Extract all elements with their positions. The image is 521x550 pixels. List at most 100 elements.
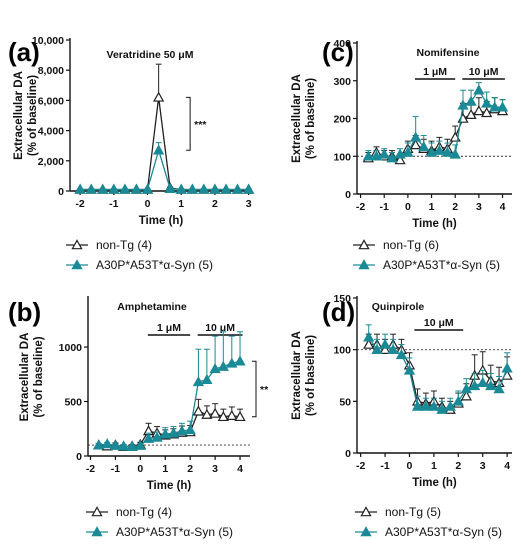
y-tick-label: 2,000: [38, 156, 64, 168]
legend: non-Tg (4) A30P*A53T*α-Syn (5): [86, 505, 233, 539]
data-point: [220, 183, 232, 194]
legend-label: non-Tg (4): [116, 505, 172, 519]
treatment-annotation: Quinpirole: [372, 301, 425, 313]
panel-label: (b): [8, 297, 41, 327]
data-point: [209, 183, 221, 194]
dose-label: 10 μM: [205, 322, 235, 334]
x-tick-label: 4: [500, 201, 506, 213]
data-point: [386, 152, 398, 163]
data-point: [378, 148, 390, 159]
y-tick-label: 100: [333, 151, 351, 163]
data-point: [134, 439, 146, 450]
data-point: [436, 403, 448, 414]
data-point: [496, 101, 509, 112]
data-point: [403, 364, 416, 375]
data-point: [410, 131, 422, 142]
y-axis-title-line: (% of baseline): [27, 75, 39, 156]
chart-panel-c: (c) 0 100 200 300 400 -2 -1 0 1 2 3 4 Time (h) Extrace…: [291, 37, 512, 272]
data-point: [118, 440, 130, 451]
panel-label: (d): [322, 297, 355, 327]
data-point: [481, 107, 493, 118]
legend-label: A30P*A53T*α-Syn (5): [116, 525, 233, 539]
legend-label: A30P*A53T*α-Syn (5): [385, 525, 502, 539]
legend-marker-open: [91, 506, 103, 517]
data-point: [93, 439, 105, 450]
data-point: [395, 348, 408, 360]
x-tick-label: 4: [504, 460, 510, 472]
dose-label: 10 μM: [469, 66, 499, 78]
y-axis-title: Extracellular DA (% of baseline): [13, 71, 39, 160]
data-point: [234, 410, 246, 422]
y-tick-label: 10,000: [32, 35, 64, 47]
y-axis-title-line: (% of baseline): [33, 336, 45, 417]
data-point: [243, 183, 255, 194]
data-point: [198, 183, 210, 194]
data-point: [449, 148, 461, 159]
x-tick-label: 3: [476, 201, 482, 213]
y-axis-title: Extracellular DA (% of baseline): [291, 331, 317, 420]
y-tick-label: 50: [339, 396, 351, 408]
x-tick-label: 0: [137, 463, 143, 475]
treatment-annotation: Veratridine 50 μM: [107, 49, 194, 61]
y-tick-label: 8,000: [38, 65, 64, 77]
data-point: [231, 183, 244, 194]
y-tick-label: 500: [64, 397, 82, 409]
panel-label: (a): [8, 37, 40, 67]
data-point: [469, 379, 481, 391]
significance-stars: **: [260, 384, 269, 396]
data-point: [473, 105, 485, 116]
x-tick-label: 0: [405, 201, 411, 213]
legend-label: A30P*A53T*α-Syn (5): [96, 258, 213, 272]
data-point: [201, 373, 213, 385]
data-point: [444, 400, 456, 411]
data-point: [501, 362, 513, 373]
data-point: [186, 183, 198, 194]
data-point: [379, 343, 391, 354]
data-point: [428, 400, 440, 411]
data-point: [394, 154, 406, 165]
significance-stars: ***: [194, 119, 207, 131]
y-tick-label: 0: [345, 189, 351, 201]
data-point: [209, 362, 221, 374]
data-point: [217, 360, 229, 371]
chart-panel-b: (b) 0 500 1000 -2 -1 0 1 2 3 4 Time (h) Extracellula…: [8, 296, 269, 539]
x-tick-label: 0: [407, 460, 413, 472]
data-point: [379, 338, 391, 349]
x-axis-title: Time (h): [147, 480, 192, 492]
x-tick-label: 4: [237, 463, 243, 475]
data-point: [176, 425, 188, 436]
x-axis-title: Time (h): [412, 218, 457, 230]
data-point: [159, 428, 171, 439]
data-point: [460, 390, 472, 401]
legend-marker-open: [358, 239, 370, 250]
data-point: [192, 376, 205, 387]
x-tick-label: 2: [452, 201, 458, 213]
legend-marker-filled: [91, 526, 103, 537]
x-tick-label: -1: [111, 463, 120, 475]
data-point: [473, 84, 485, 95]
y-axis-title-line: Extracellular DA: [19, 333, 31, 422]
data-point: [74, 183, 86, 194]
y-axis-title: Extracellular DA (% of baseline): [19, 333, 45, 422]
data-point: [119, 183, 131, 194]
legend-label: non-Tg (5): [385, 505, 441, 519]
legend-marker-filled: [358, 259, 370, 270]
x-tick-label: 1: [162, 463, 168, 475]
data-point: [387, 343, 399, 354]
data-point: [130, 183, 143, 194]
y-tick-label: 0: [58, 186, 64, 198]
x-tick-label: 1: [429, 201, 435, 213]
data-point: [109, 439, 122, 450]
data-point: [485, 379, 497, 391]
data-point: [418, 140, 430, 152]
y-axis-title: Extracellular DA (% of baseline): [291, 74, 317, 163]
series-nontg: [74, 63, 255, 194]
data-point: [153, 91, 165, 102]
y-tick-label: 400: [333, 38, 351, 50]
chart-panel-d: (d) 0 50 100 150 -2 -1 0 1 2 3 4 Time (h) Extracellul…: [291, 293, 513, 539]
data-point: [493, 383, 505, 394]
data-point: [477, 376, 489, 388]
data-point: [465, 95, 477, 106]
data-point: [402, 146, 414, 157]
